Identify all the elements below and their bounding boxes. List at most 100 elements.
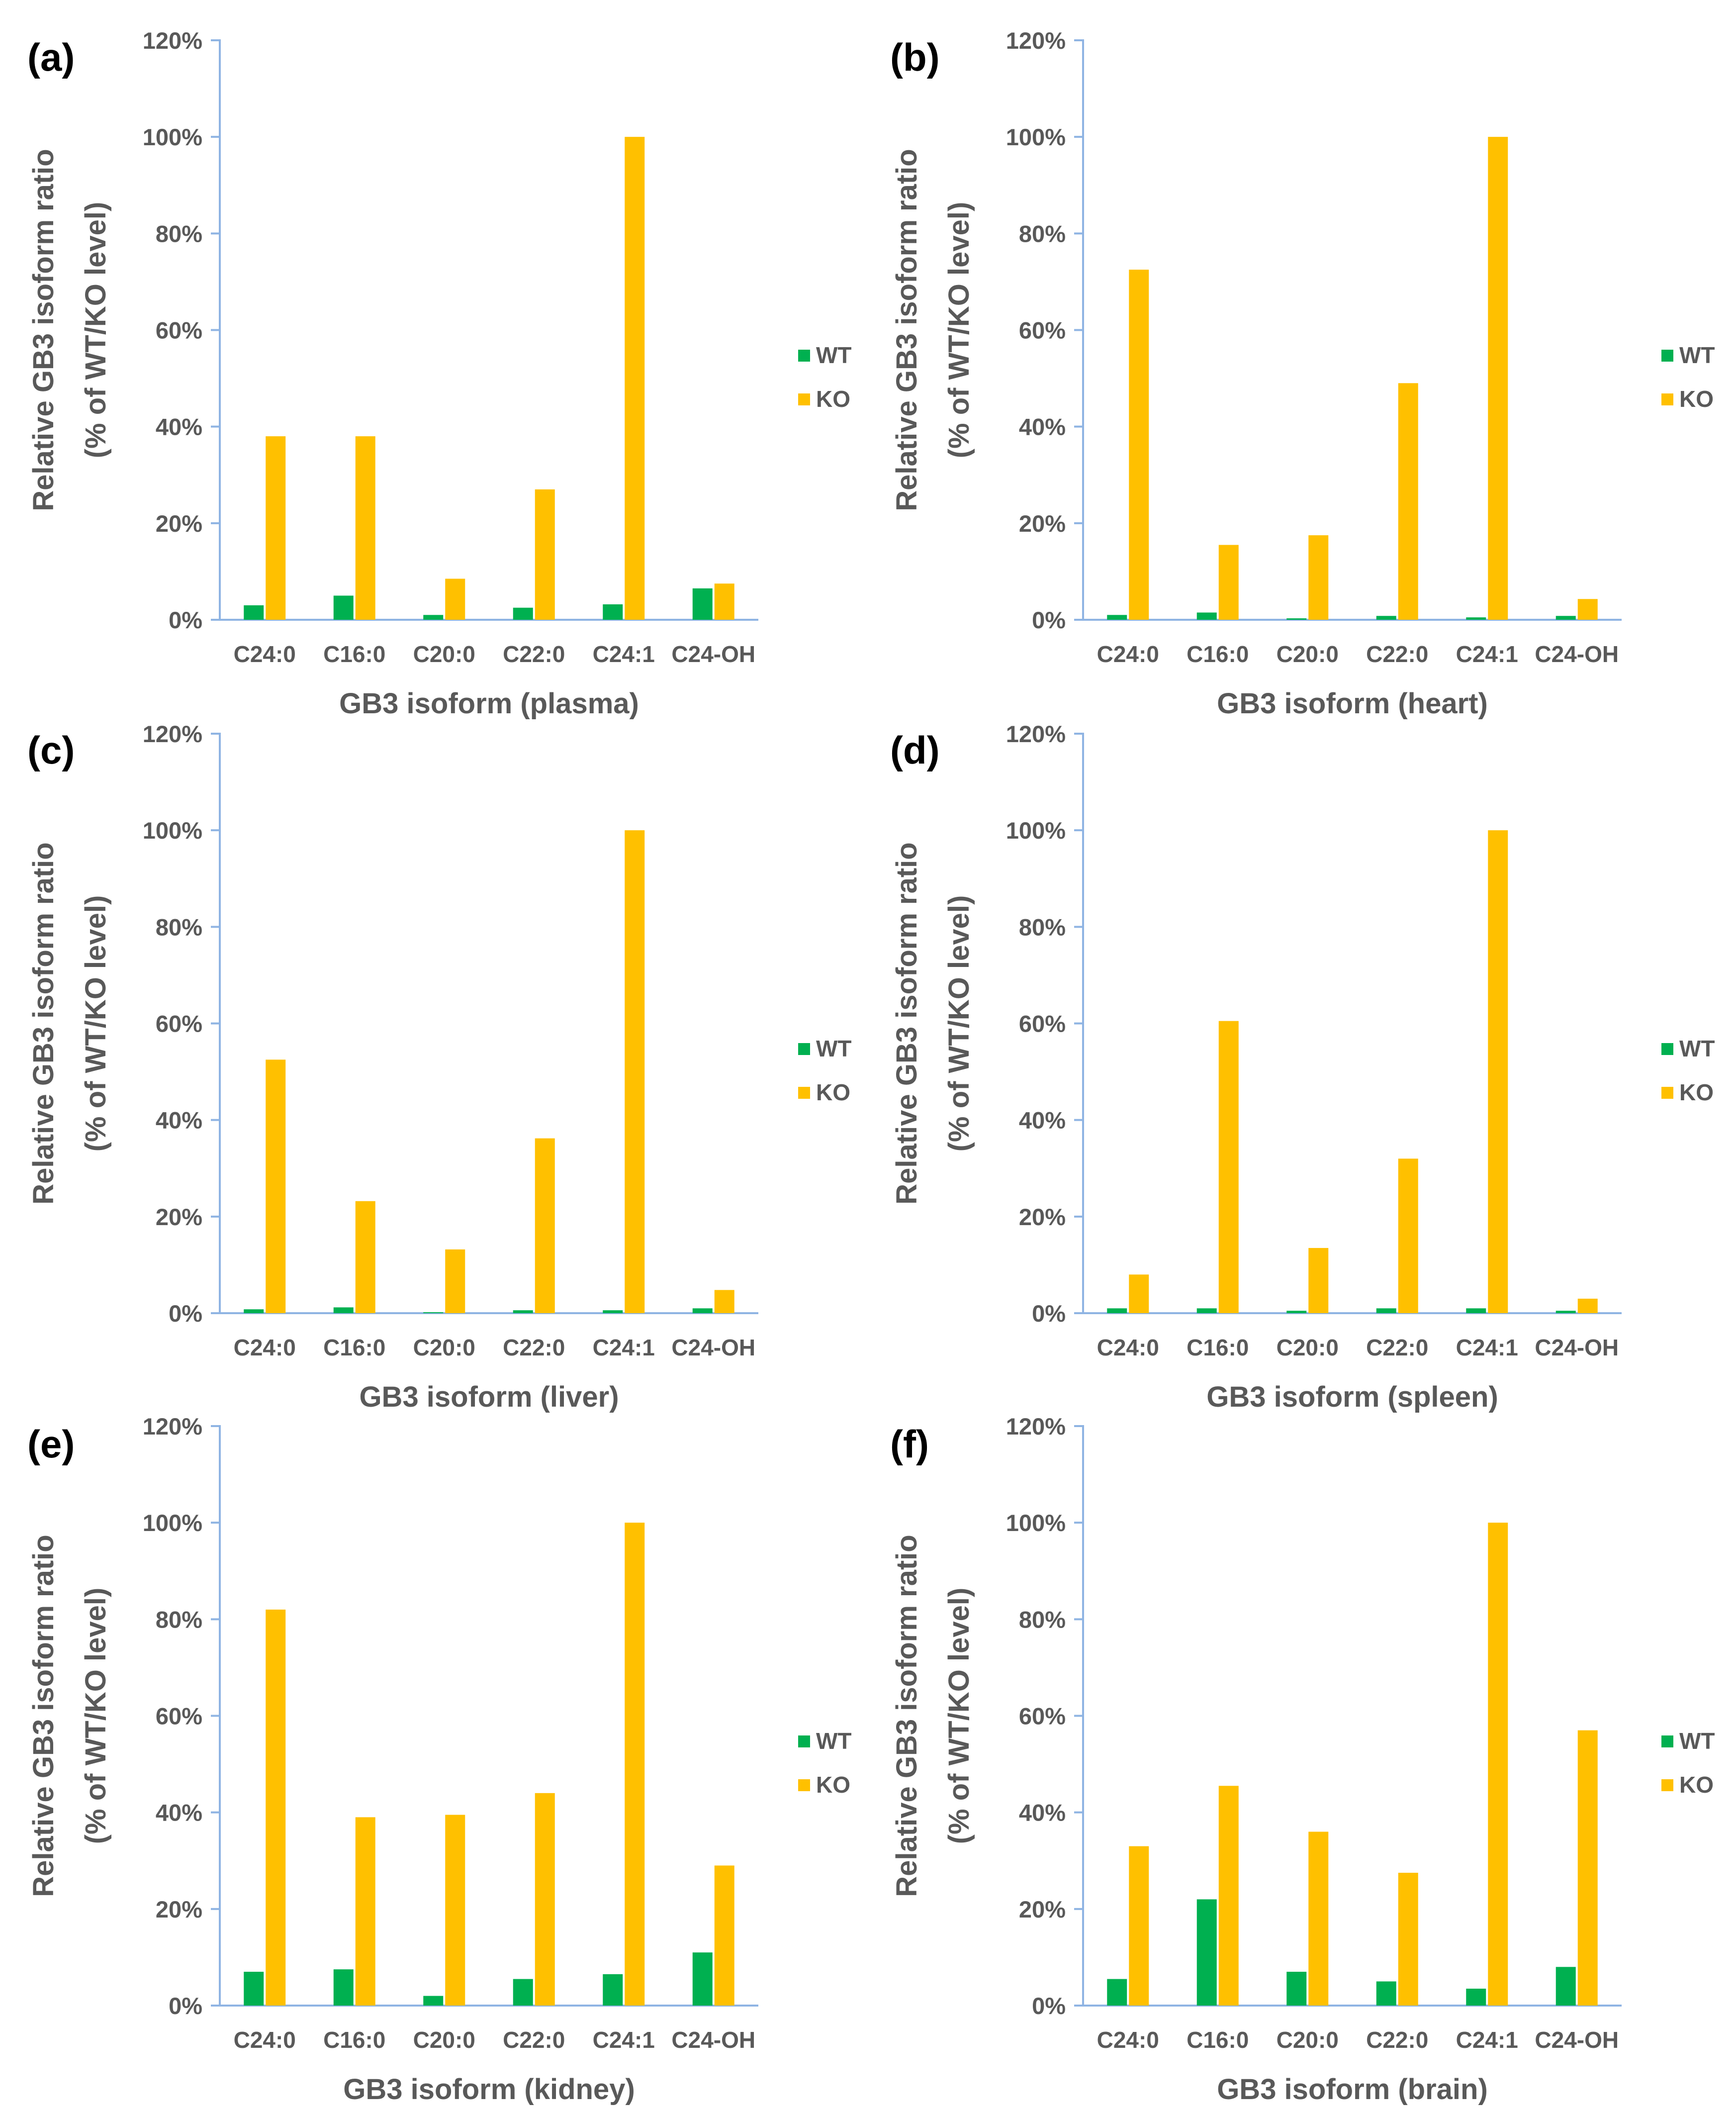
y-tick-label: 100% [143, 817, 202, 844]
bar-wt-c22-0 [1376, 616, 1396, 620]
legend-label-ko: KO [816, 1772, 850, 1798]
y-tick-label: 120% [1006, 27, 1066, 54]
y-axis-title-line1: Relative GB3 isoform ratio [27, 842, 60, 1204]
y-axis-title-line2: (% of WT/KO level) [943, 202, 975, 459]
legend-label-ko: KO [1679, 1079, 1714, 1105]
bar-ko-c16-0 [1218, 1021, 1239, 1313]
bar-ko-c24-1 [1488, 1523, 1508, 2006]
bar-wt-c20-0 [423, 615, 444, 620]
panel-letter: (b) [890, 35, 940, 79]
bar-ko-c22-0 [1398, 1158, 1418, 1313]
bar-wt-c20-0 [1286, 1972, 1307, 2006]
x-tick-label: C24-OH [671, 2027, 755, 2053]
chart-panel-b: (b) 0% 20% 40% 60% 80% 100% 120% C24:0 C16:0 C20:0… [890, 27, 1715, 720]
bar-ko-c22-0 [535, 1793, 555, 2006]
y-axis-title-line1: Relative GB3 isoform ratio [27, 149, 60, 511]
y-tick-label: 40% [156, 1800, 202, 1826]
x-tick-label: C20:0 [413, 1335, 475, 1360]
y-tick-label: 20% [156, 1896, 202, 1922]
x-axis-title: GB3 isoform (plasma) [339, 687, 639, 720]
bar-ko-c24-0 [266, 436, 286, 620]
bar-ko-c16-0 [355, 1201, 375, 1313]
chart-panel-e: (e) 0% 20% 40% 60% 80% 100% 120% C24:0 C16:0 C20:0… [27, 1413, 852, 2106]
bar-wt-c20-0 [1286, 618, 1307, 620]
x-tick-label: C24:0 [234, 2027, 296, 2053]
bar-wt-c24-1 [603, 1974, 623, 2006]
legend-label-wt: WT [1679, 1728, 1715, 1754]
chart-panel-a: (a) 0% 20% 40% 60% 80% 100% 120% C24:0 C16:0 C20:0… [27, 27, 852, 720]
x-tick-label: C22:0 [1366, 641, 1428, 667]
y-tick-label: 60% [156, 1703, 202, 1730]
bar-wt-c24-1 [603, 1310, 623, 1313]
x-tick-label: C16:0 [323, 641, 385, 667]
y-tick-label: 80% [156, 914, 202, 940]
y-tick-label: 60% [156, 317, 202, 344]
y-tick-label: 40% [1019, 1107, 1066, 1134]
panel-letter: (d) [890, 728, 940, 772]
bar-ko-c24-0 [1129, 1846, 1149, 2006]
bar-ko-c24-oh [714, 1290, 734, 1313]
y-tick-label: 120% [143, 721, 202, 747]
bar-ko-c16-0 [1218, 1786, 1239, 2006]
legend: WT KO [798, 342, 852, 412]
bar-ko-c24-1 [625, 137, 645, 620]
y-tick-label: 20% [156, 510, 202, 537]
y-axis-title-line1: Relative GB3 isoform ratio [891, 842, 923, 1204]
y-tick-label: 20% [1019, 1204, 1066, 1230]
bar-wt-c22-0 [1376, 1981, 1396, 2006]
x-tick-label: C24:1 [593, 2027, 655, 2053]
y-tick-label: 80% [1019, 914, 1066, 940]
y-tick-label: 60% [1019, 1703, 1066, 1730]
legend-label-wt: WT [816, 1036, 852, 1061]
bar-wt-c22-0 [1376, 1308, 1396, 1313]
legend-swatch-ko [1661, 393, 1673, 405]
bar-ko-c16-0 [355, 436, 375, 620]
bar-ko-c20-0 [445, 1249, 465, 1313]
x-axis-title: GB3 isoform (spleen) [1206, 1381, 1498, 1413]
x-axis-title: GB3 isoform (heart) [1217, 687, 1488, 720]
x-tick-label: C20:0 [1277, 641, 1339, 667]
y-tick-label: 120% [1006, 1413, 1066, 1440]
y-tick-label: 100% [1006, 124, 1066, 150]
y-tick-label: 0% [1032, 1300, 1066, 1327]
bar-ko-c20-0 [445, 578, 465, 620]
y-axis-title-line2: (% of WT/KO level) [80, 202, 112, 459]
x-tick-label: C22:0 [503, 641, 565, 667]
x-tick-label: C16:0 [1187, 2027, 1249, 2053]
bar-ko-c16-0 [355, 1817, 375, 2006]
bar-wt-c20-0 [423, 1312, 444, 1313]
y-axis-title-line1: Relative GB3 isoform ratio [891, 1535, 923, 1897]
y-tick-label: 0% [169, 1993, 202, 2019]
y-tick-label: 80% [156, 220, 202, 247]
panel-letter: (c) [27, 728, 75, 772]
legend-label-ko: KO [816, 1079, 850, 1105]
bar-ko-c24-oh [714, 1865, 734, 2006]
legend-label-ko: KO [1679, 1772, 1714, 1798]
legend-swatch-wt [1661, 1735, 1673, 1747]
legend-swatch-wt [798, 1735, 810, 1747]
bar-wt-c24-0 [1107, 1979, 1127, 2006]
bar-ko-c16-0 [1218, 545, 1239, 620]
x-tick-label: C16:0 [1187, 1335, 1249, 1360]
bar-ko-c24-0 [266, 1059, 286, 1313]
bar-ko-c24-0 [266, 1609, 286, 2006]
y-tick-label: 80% [156, 1606, 202, 1633]
legend: WT KO [798, 1036, 852, 1105]
legend-label-wt: WT [816, 342, 852, 368]
x-tick-label: C20:0 [1277, 1335, 1339, 1360]
bar-wt-c24-1 [1466, 1989, 1486, 2006]
legend-label-wt: WT [816, 1728, 852, 1754]
bar-wt-c16-0 [1196, 1308, 1217, 1313]
y-tick-label: 100% [143, 124, 202, 150]
x-tick-label: C24-OH [1535, 641, 1619, 667]
y-axis-title-line2: (% of WT/KO level) [80, 1588, 112, 1844]
legend-swatch-ko [1661, 1779, 1673, 1791]
legend-swatch-wt [1661, 1043, 1673, 1055]
y-tick-label: 100% [1006, 817, 1066, 844]
y-tick-label: 80% [1019, 1606, 1066, 1633]
x-tick-label: C24:1 [1456, 641, 1518, 667]
bar-wt-c24-0 [1107, 615, 1127, 620]
bar-wt-c24-0 [244, 605, 264, 620]
bar-wt-c16-0 [333, 595, 354, 620]
x-tick-label: C22:0 [1366, 1335, 1428, 1360]
